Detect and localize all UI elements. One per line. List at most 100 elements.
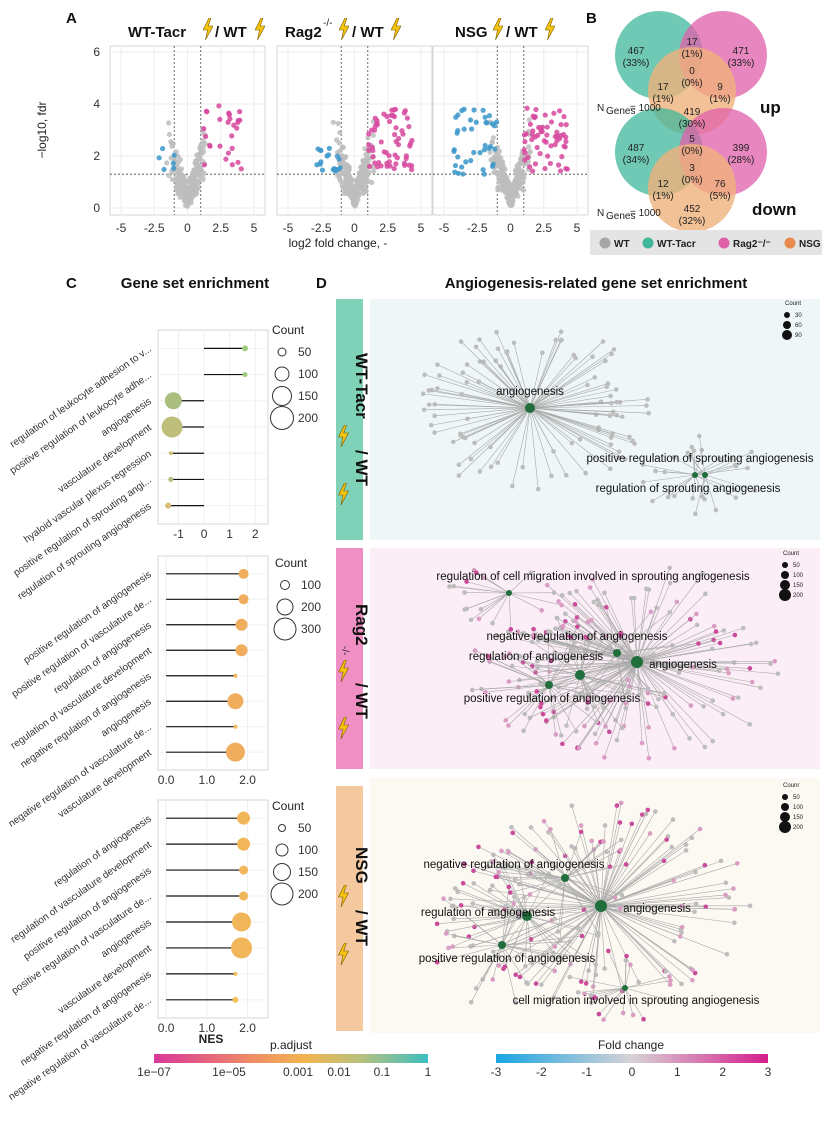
network-edge bbox=[529, 407, 610, 417]
legend-swatch bbox=[784, 237, 796, 249]
point bbox=[331, 166, 337, 172]
svg-text:/ WT: / WT bbox=[352, 910, 371, 946]
gene-node bbox=[693, 511, 698, 517]
gene-node bbox=[443, 931, 449, 936]
gene-node bbox=[551, 995, 557, 1000]
network-edge bbox=[431, 407, 531, 426]
gene-node bbox=[723, 880, 729, 886]
point bbox=[336, 156, 342, 162]
point bbox=[507, 201, 513, 208]
network-edge bbox=[466, 581, 510, 594]
gene-node bbox=[506, 884, 512, 890]
gene-node bbox=[448, 896, 453, 902]
point bbox=[190, 183, 197, 189]
gene-node bbox=[513, 972, 519, 978]
gene-node bbox=[496, 963, 502, 968]
x-tick-label: 2.0 bbox=[239, 1021, 256, 1035]
point bbox=[177, 183, 183, 189]
point bbox=[226, 112, 232, 118]
point bbox=[500, 162, 506, 169]
network-edge bbox=[501, 944, 563, 960]
network-edge bbox=[529, 407, 620, 453]
gene-node bbox=[558, 733, 564, 738]
x-tick-label: 2 bbox=[252, 527, 259, 541]
point bbox=[393, 125, 399, 131]
point bbox=[156, 155, 162, 161]
network-edge bbox=[532, 661, 638, 667]
gene-node bbox=[539, 701, 544, 706]
venn-percent: (5%) bbox=[709, 191, 730, 202]
gene-node bbox=[575, 624, 580, 629]
network-edge bbox=[569, 592, 638, 663]
point bbox=[480, 167, 486, 173]
point bbox=[355, 193, 362, 199]
gene-node bbox=[472, 440, 477, 446]
network-edge bbox=[603, 987, 626, 1020]
gene-node bbox=[563, 472, 569, 478]
network-edge bbox=[508, 592, 562, 606]
network-edge bbox=[600, 833, 651, 907]
gene-node bbox=[507, 651, 512, 656]
gene-node bbox=[645, 686, 651, 692]
count-legend-dot bbox=[779, 821, 791, 833]
gene-node bbox=[628, 962, 633, 968]
count-legend-label: 150 bbox=[298, 865, 318, 879]
point bbox=[181, 173, 187, 179]
point bbox=[455, 170, 461, 176]
network-edge bbox=[524, 684, 550, 715]
gene-node bbox=[689, 444, 695, 450]
foldchange-tick-label: 0 bbox=[629, 1065, 636, 1079]
count-legend-dot bbox=[278, 824, 286, 832]
count-legend-dot bbox=[270, 406, 294, 430]
point bbox=[196, 177, 203, 183]
gene-node bbox=[502, 654, 508, 659]
network-edge bbox=[508, 572, 532, 594]
term-node-label: positive regulation of angiogenesis bbox=[464, 693, 641, 705]
gene-node bbox=[731, 886, 736, 891]
point bbox=[563, 165, 569, 172]
lollipop-dot bbox=[168, 451, 173, 456]
gene-node bbox=[506, 679, 512, 684]
network-edge bbox=[561, 627, 638, 663]
network-edge bbox=[488, 866, 566, 879]
gene-node bbox=[535, 486, 541, 492]
gene-node bbox=[670, 712, 676, 717]
point bbox=[319, 167, 326, 173]
gene-node bbox=[723, 892, 728, 898]
point bbox=[352, 184, 358, 190]
gene-node bbox=[559, 602, 564, 608]
point bbox=[489, 139, 496, 145]
network-edge bbox=[548, 626, 578, 686]
point bbox=[558, 121, 564, 128]
network-edge bbox=[540, 674, 581, 708]
x-tick-label: -1 bbox=[173, 527, 184, 541]
network-edge bbox=[704, 465, 737, 476]
network-edge bbox=[529, 353, 612, 409]
venn-count: 12 bbox=[657, 179, 669, 190]
gene-node bbox=[573, 728, 579, 734]
count-legend-dot bbox=[273, 863, 291, 881]
gene-node bbox=[432, 401, 438, 407]
network-edge bbox=[464, 863, 602, 907]
gene-node bbox=[573, 355, 578, 361]
gene-node bbox=[422, 372, 427, 378]
gene-node bbox=[645, 807, 651, 813]
gene-node bbox=[567, 590, 573, 596]
count-legend-label: 150 bbox=[298, 389, 318, 403]
network-edge bbox=[694, 458, 720, 476]
gene-node bbox=[662, 469, 668, 475]
point bbox=[532, 161, 539, 167]
gene-node bbox=[471, 881, 477, 886]
network-edge bbox=[704, 474, 717, 511]
gene-node bbox=[619, 892, 625, 898]
gene-node bbox=[540, 711, 546, 717]
gene-node bbox=[556, 599, 561, 604]
gene-node bbox=[471, 868, 476, 874]
point bbox=[393, 138, 399, 145]
gene-node bbox=[575, 925, 581, 931]
count-legend-label: 200 bbox=[793, 825, 804, 831]
network-edge bbox=[636, 661, 674, 715]
network-edge bbox=[423, 393, 531, 409]
gene-node bbox=[721, 628, 727, 633]
